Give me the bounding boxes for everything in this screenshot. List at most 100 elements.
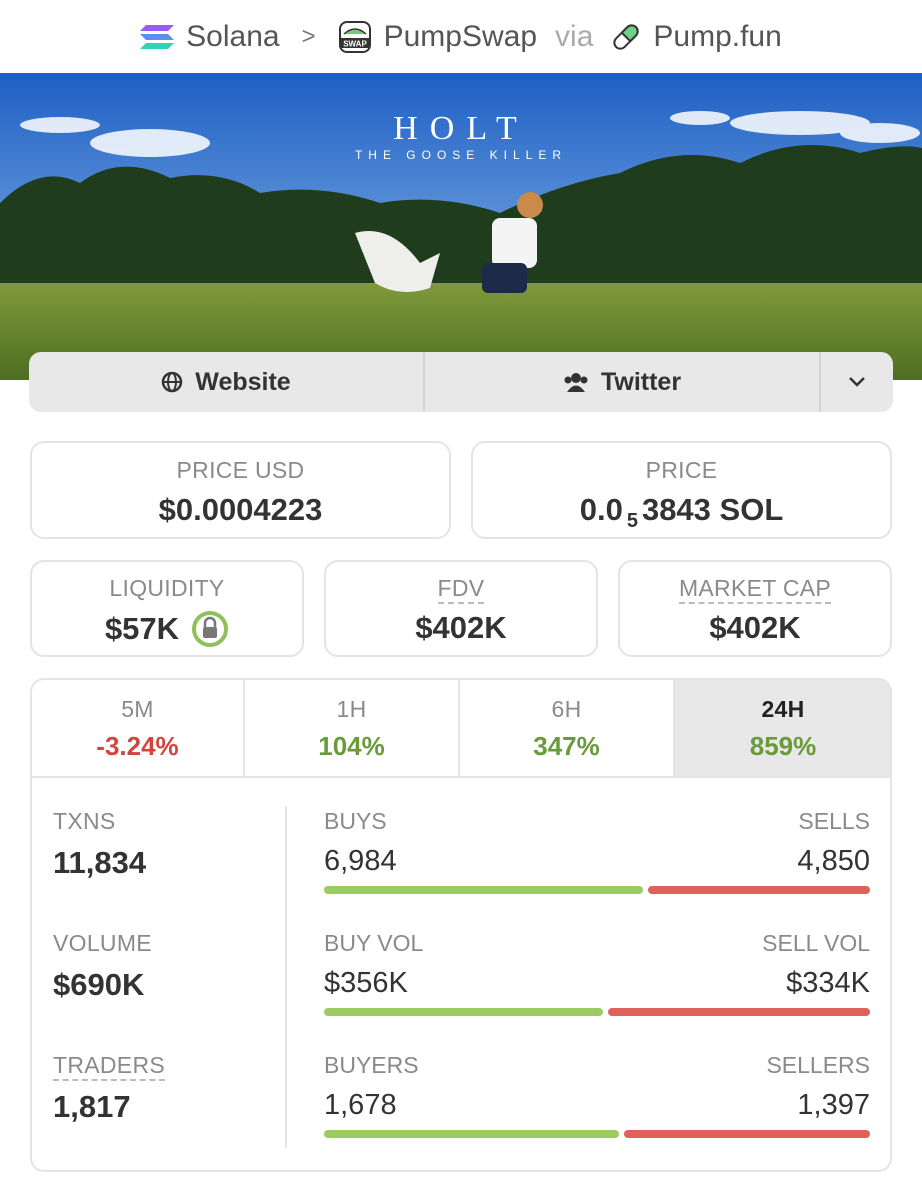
timeframe-label: 1H (336, 696, 367, 722)
metric-value: $402K (415, 610, 507, 645)
split-bar (324, 1130, 870, 1138)
stat-value: 1,817 (53, 1089, 131, 1124)
metric-card: MARKET CAP $402K (618, 560, 892, 657)
price-usd-card: PRICE USD $0.0004223 (30, 441, 451, 539)
timeframe-tab[interactable]: 1H 104% (245, 680, 460, 778)
timeframe-tab[interactable]: 5M -3.24% (32, 680, 245, 778)
users-icon (564, 373, 588, 392)
chain-link[interactable]: Solana (186, 19, 280, 53)
metric-card: FDV $402K (324, 560, 598, 657)
split-labels: BUYERS SELLERS (324, 1052, 870, 1079)
split-labels: BUYS SELLS (324, 808, 870, 835)
buy-label: BUYS (324, 808, 387, 834)
timeframe-label: 5M (121, 696, 154, 722)
dex-badge: SWAP (343, 39, 367, 48)
buy-value: 1,678 (324, 1089, 397, 1121)
stat-row: TRADERS 1,817 BUYERS SELLERS 1,678 1,397 (32, 1052, 890, 1170)
dex-link[interactable]: PumpSwap (383, 19, 538, 53)
price-value: 0.0 5 3843 SOL (473, 492, 890, 533)
sell-bar (624, 1130, 870, 1138)
metric-label-wrap: MARKET CAP (620, 575, 890, 604)
stat-row: VOLUME $690K BUY VOL SELL VOL $356K $334K (32, 930, 890, 1052)
split-bar (324, 886, 870, 894)
stat-split: BUY VOL SELL VOL $356K $334K (324, 930, 870, 1016)
metric-value-wrap: $57K (32, 610, 302, 648)
sell-value: 1,397 (797, 1089, 870, 1121)
chevron-icon (849, 377, 865, 387)
price-end: 3843 SOL (641, 492, 784, 527)
stat-split: BUYS SELLS 6,984 4,850 (324, 808, 870, 894)
launchpad-link[interactable]: Pump.fun (653, 19, 782, 53)
via: via (555, 19, 594, 53)
stat-row: TXNS 11,834 BUYS SELLS 6,984 4,850 (32, 808, 890, 930)
split-values: $356K $334K (324, 967, 870, 1000)
metric-label-wrap: FDV (326, 575, 596, 604)
sell-bar (608, 1008, 870, 1016)
split-labels: BUY VOL SELL VOL (324, 930, 870, 957)
sell-value: 4,850 (797, 845, 870, 877)
buy-value: 6,984 (324, 845, 397, 877)
price-usd-label: PRICE USD (176, 457, 305, 483)
twitter-label: Twitter (600, 367, 682, 396)
stat-label: TXNS (53, 808, 116, 834)
price-start: 0.0 (579, 492, 623, 527)
twitter-button[interactable]: Twitter (425, 352, 821, 412)
metric-label: FDV (437, 575, 485, 604)
sell-label: SELLERS (766, 1052, 870, 1078)
metric-value-wrap: $402K (620, 610, 890, 646)
price-label: PRICE (645, 457, 718, 483)
stat-summary: TXNS 11,834 (53, 808, 146, 881)
buy-label: BUY VOL (324, 930, 424, 956)
stat-label-wrap: TRADERS (53, 1052, 166, 1081)
split-values: 6,984 4,850 (324, 845, 870, 878)
divider (285, 806, 287, 1148)
timeframe-change: 859% (749, 731, 817, 761)
price-usd-value: $0.0004223 (158, 492, 323, 527)
stat-label: TRADERS (53, 1052, 166, 1081)
website-button[interactable]: Website (29, 352, 425, 412)
stats-panel: 5M -3.24% 1H 104% 6H 347% 24H 859% TXNS 11,834 BUY… (30, 678, 892, 1172)
solana-icon (140, 24, 175, 49)
timeframe-tab[interactable]: 6H 347% (460, 680, 675, 778)
buy-bar (324, 886, 644, 894)
banner: HOLT THE GOOSE KILLER (0, 73, 922, 380)
breadcrumb: Solana > SWAP PumpSwap via Pump.fun (0, 0, 922, 73)
timeframe-change: 104% (318, 731, 385, 761)
stat-label: VOLUME (53, 930, 152, 956)
separator: > (301, 22, 316, 50)
dex-icon: SWAP (338, 20, 371, 53)
buy-label: BUYERS (324, 1052, 419, 1078)
metric-card: LIQUIDITY $57K (30, 560, 304, 657)
sell-label: SELL VOL (762, 930, 870, 956)
timeframe-change: -3.24% (96, 731, 179, 761)
stat-summary: VOLUME $690K (53, 930, 152, 1003)
timeframe-change: 347% (533, 731, 600, 761)
metric-label: LIQUIDITY (109, 575, 225, 601)
stat-value: $690K (53, 967, 145, 1002)
lock-icon (192, 611, 229, 647)
globe-icon (162, 371, 183, 393)
metric-label-wrap: LIQUIDITY (32, 575, 302, 602)
pill-icon (613, 23, 640, 50)
sell-label: SELLS (798, 808, 870, 834)
metric-value: $57K (104, 611, 180, 646)
stat-value: 11,834 (53, 845, 147, 880)
banner-title: HOLT (393, 110, 529, 147)
banner-subtitle: THE GOOSE KILLER (355, 148, 567, 162)
timeframe-tab[interactable]: 24H 859% (675, 680, 890, 778)
link-bar: Website Twitter (29, 352, 893, 412)
price-card: PRICE 0.0 5 3843 SOL (471, 441, 892, 539)
metric-value: $402K (709, 610, 801, 645)
sell-value: $334K (786, 967, 870, 999)
metric-value-wrap: $402K (326, 610, 596, 646)
buy-bar (324, 1130, 620, 1138)
timeframe-label: 24H (761, 696, 805, 722)
more-button[interactable] (821, 352, 893, 412)
sell-bar (648, 886, 870, 894)
buy-value: $356K (324, 967, 408, 999)
website-label: Website (195, 367, 291, 396)
split-bar (324, 1008, 870, 1016)
split-values: 1,678 1,397 (324, 1089, 870, 1122)
